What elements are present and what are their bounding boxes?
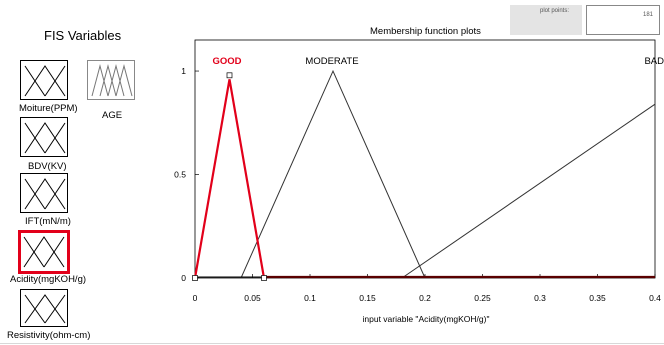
- input-var-box-bdv[interactable]: [20, 117, 68, 157]
- mf-line-good[interactable]: [193, 79, 266, 279]
- output-var-label-age: AGE: [102, 110, 123, 121]
- x-tick-label: 0.15: [359, 293, 376, 303]
- x-tick-label: 0.05: [244, 293, 261, 303]
- mf-line-bad[interactable]: [401, 103, 656, 279]
- mf-thumbnail-icon: [24, 122, 66, 154]
- output-var-box-age[interactable]: [87, 60, 135, 100]
- x-axis-label: input variable "Acidity(mgKOH/g)": [363, 314, 490, 324]
- plot-area: [194, 39, 656, 279]
- mf-line-moderate[interactable]: [240, 69, 426, 279]
- mf-thumbnail-icon: [24, 65, 66, 97]
- mf-label-good[interactable]: GOOD: [212, 56, 241, 67]
- input-var-label-moisture: Moiture(PPM): [19, 103, 78, 114]
- plot-points-input[interactable]: 181: [586, 5, 660, 35]
- mf-thumbnail-icon: [24, 178, 66, 210]
- x-tick-label: 0.25: [474, 293, 491, 303]
- y-tick-label: 0: [181, 273, 186, 283]
- y-tick-label: 0.5: [174, 170, 186, 180]
- input-var-box-acidity[interactable]: [18, 230, 70, 274]
- mf-handle[interactable]: [226, 72, 233, 79]
- input-var-label-resistivity: Resistivity(ohm-cm): [7, 330, 91, 341]
- window-edge: [0, 343, 664, 344]
- mf-label-moderate[interactable]: MODERATE: [305, 56, 358, 67]
- x-tick-label: 0.3: [534, 293, 546, 303]
- mf-thumbnail-icon: [24, 294, 66, 324]
- plot-points-label: plot points:: [540, 8, 570, 14]
- input-var-box-moisture[interactable]: [20, 60, 68, 100]
- x-tick-label: 0: [193, 293, 198, 303]
- x-tick-label: 0.1: [304, 293, 316, 303]
- mf-handle[interactable]: [261, 275, 267, 281]
- x-tick-label: 0.4: [649, 293, 661, 303]
- plot-points-panel: [510, 5, 582, 35]
- input-var-box-ift[interactable]: [20, 173, 68, 213]
- mf-thumbnail-icon: [23, 236, 65, 268]
- input-var-label-acidity: Acidity(mgKOH/g): [10, 274, 87, 285]
- input-var-label-bdv: BDV(KV): [28, 161, 67, 172]
- fis-variables-title: FIS Variables: [44, 28, 122, 43]
- mf-label-bad[interactable]: BAD: [644, 56, 664, 67]
- y-tick-label: 1: [181, 66, 186, 76]
- input-var-label-ift: IFT(mN/m): [25, 216, 71, 227]
- x-tick-label: 0.2: [419, 293, 431, 303]
- mf-handle[interactable]: [192, 275, 198, 281]
- input-var-box-resistivity[interactable]: [20, 289, 68, 327]
- mf-plot-title: Membership function plots: [370, 26, 481, 37]
- x-tick-label: 0.35: [589, 293, 606, 303]
- output-mf-thumbnail-icon: [91, 64, 133, 97]
